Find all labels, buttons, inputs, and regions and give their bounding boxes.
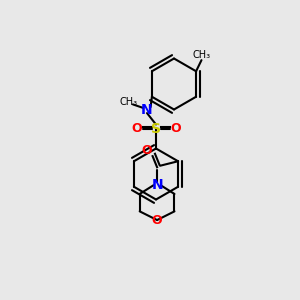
Text: S: S	[151, 122, 161, 136]
Text: CH₃: CH₃	[192, 50, 211, 60]
Text: O: O	[170, 122, 181, 136]
Text: O: O	[152, 214, 162, 226]
Text: N: N	[151, 178, 163, 192]
Text: O: O	[142, 144, 152, 157]
Text: N: N	[141, 103, 153, 116]
Text: CH₃: CH₃	[120, 97, 138, 107]
Text: O: O	[131, 122, 142, 136]
